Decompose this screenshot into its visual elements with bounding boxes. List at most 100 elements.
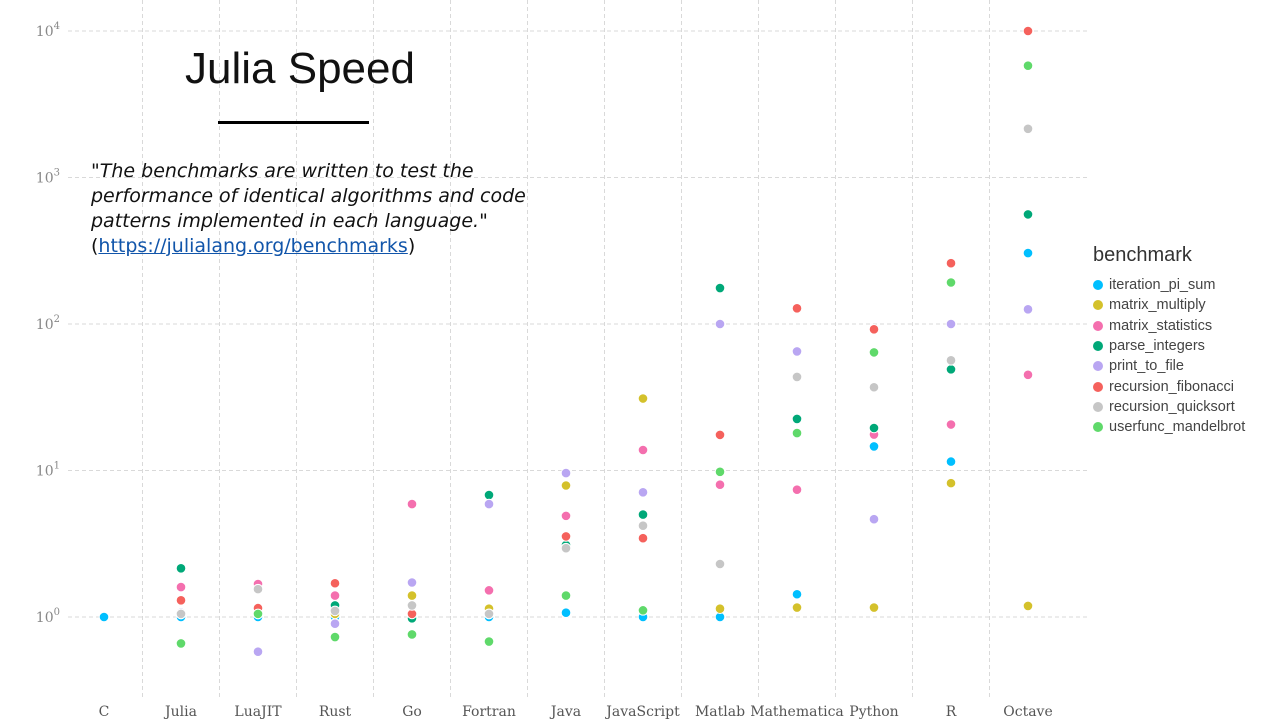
point-userfunc-mandelbrot [1022,60,1034,71]
point-recursion-quicksort [252,583,264,595]
point-matrix-statistics [175,581,187,593]
legend-label: recursion_quicksort [1109,398,1235,415]
legend-swatch [1093,280,1103,291]
point-recursion-quicksort [868,381,880,393]
legend-item-matrix-multiply: matrix_multiply [1093,295,1278,315]
y-tick-label: 103 [36,168,60,187]
legend-item-iteration-pi-sum: iteration_pi_sum [1093,275,1278,295]
legend-label: print_to_file [1109,358,1184,375]
y-tick-label: 101 [36,461,60,480]
chart-legend: benchmark iteration_pi_sum matrix_multipl… [1093,244,1278,437]
point-iteration-pi-sum [791,588,803,600]
x-tick-label: Python [849,704,898,720]
point-print-to-file [483,498,495,510]
point-parse-integers [868,422,880,434]
point-recursion-quicksort [1022,123,1034,135]
point-print-to-file [791,346,803,357]
point-print-to-file [560,467,572,479]
point-matrix-statistics [945,419,957,430]
x-tick-label: Octave [1003,704,1053,720]
y-tick-label: 102 [36,314,60,333]
slide-title: Julia Speed [185,44,415,93]
x-tick-label: Go [402,704,422,720]
point-userfunc-mandelbrot [868,347,880,358]
point-recursion-fibonacci [637,532,649,544]
legend-label: parse_integers [1109,338,1205,355]
point-parse-integers [714,282,726,294]
point-recursion-quicksort [945,355,957,366]
point-parse-integers [945,364,957,375]
point-recursion-fibonacci [175,595,187,606]
x-tick-label: JavaScript [604,704,680,720]
point-parse-integers [791,413,803,425]
point-recursion-quicksort [560,542,572,554]
x-tick-label: Matlab [695,704,745,720]
point-userfunc-mandelbrot [483,636,495,647]
point-print-to-file [868,513,880,525]
point-matrix-multiply [406,590,418,601]
point-print-to-file [329,618,341,630]
point-print-to-file [406,577,418,588]
point-matrix-multiply [560,480,572,491]
x-tick-label: LuaJIT [234,704,282,720]
point-userfunc-mandelbrot [406,629,418,640]
point-recursion-fibonacci [945,257,957,269]
point-matrix-statistics [483,585,495,596]
legend-swatch [1093,320,1103,331]
benchmark-quote: "The benchmarks are written to test the … [91,159,551,259]
point-userfunc-mandelbrot [252,608,264,620]
point-matrix-multiply [1022,600,1034,612]
grid [68,0,1087,700]
legend-swatch [1093,341,1103,352]
point-recursion-quicksort [791,371,803,383]
quote-end: ) [407,235,416,257]
point-recursion-quicksort [175,608,187,620]
legend-swatch [1093,300,1103,311]
benchmarks-link[interactable]: https://julialang.org/benchmarks [98,235,408,257]
legend-item-recursion-fibonacci: recursion_fibonacci [1093,376,1278,396]
legend-item-recursion-quicksort: recursion_quicksort [1093,397,1278,417]
legend-swatch [1093,361,1103,372]
x-tick-label: Rust [319,704,352,720]
title-underline [218,121,369,124]
point-iteration-pi-sum [1022,247,1034,259]
point-matrix-statistics [406,498,418,510]
point-iteration-pi-sum [98,611,110,623]
point-parse-integers [1022,209,1034,220]
legend-title: benchmark [1093,244,1192,266]
point-userfunc-mandelbrot [714,466,726,478]
x-tick-label: C [99,704,110,720]
point-matrix-multiply [637,393,649,404]
quote-open: " [91,160,100,182]
legend-label: recursion_fibonacci [1109,378,1234,395]
point-parse-integers [175,562,187,574]
legend-item-matrix-statistics: matrix_statistics [1093,316,1278,336]
legend-swatch [1093,422,1103,433]
x-tick-label: R [946,704,957,720]
y-tick-label: 104 [36,21,60,40]
point-recursion-fibonacci [868,324,880,335]
point-recursion-quicksort [329,605,341,617]
point-print-to-file [637,486,649,498]
point-print-to-file [1022,303,1034,315]
data-points [98,25,1034,657]
point-userfunc-mandelbrot [791,427,803,439]
point-matrix-statistics [560,510,572,522]
legend-swatch [1093,381,1103,392]
point-iteration-pi-sum [945,456,957,467]
point-print-to-file [252,646,264,657]
y-tick-label: 100 [36,607,60,626]
point-userfunc-mandelbrot [175,638,187,649]
legend-label: iteration_pi_sum [1109,277,1216,294]
point-print-to-file [714,318,726,330]
point-recursion-quicksort [637,520,649,531]
legend-items: iteration_pi_sum matrix_multiply matrix_st… [1093,275,1278,437]
point-recursion-fibonacci [329,577,341,589]
point-recursion-fibonacci [560,531,572,542]
point-matrix-multiply [868,602,880,613]
x-tick-label: Julia [163,704,197,720]
point-recursion-fibonacci [714,429,726,441]
point-parse-integers [483,489,495,501]
quote-text: The benchmarks are written to test the p… [91,160,526,232]
point-iteration-pi-sum [868,441,880,452]
